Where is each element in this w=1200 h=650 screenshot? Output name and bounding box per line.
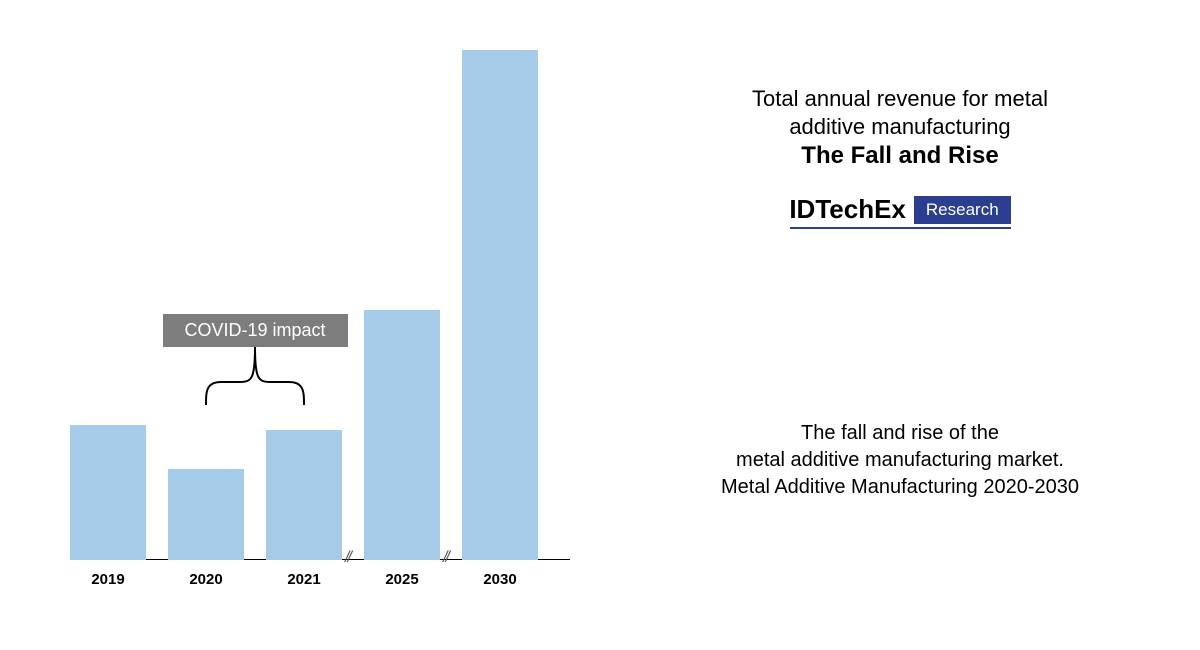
chart-panel: 2019 2020 2021 2025 2030 // // COVID-19 impact — [0, 0, 600, 650]
caption-line-2: metal additive manufacturing market. — [600, 447, 1200, 474]
bracket-icon — [186, 345, 324, 410]
caption-line-3: Metal Additive Manufacturing 2020-2030 — [600, 474, 1200, 501]
x-label-2021: 2021 — [266, 571, 342, 588]
logo-underline — [790, 227, 1011, 229]
logo-block: IDTechEx Research — [789, 194, 1010, 229]
x-label-2025: 2025 — [364, 571, 440, 588]
text-panel: Total annual revenue for metal additive … — [600, 0, 1200, 650]
bar-2030 — [462, 50, 538, 560]
x-label-2020: 2020 — [168, 571, 244, 588]
annotation-label: COVID-19 impact — [163, 314, 348, 347]
bar-2021 — [266, 430, 342, 560]
title-line-2: additive manufacturing — [600, 113, 1200, 141]
title-emphasis: The Fall and Rise — [600, 142, 1200, 170]
x-label-2030: 2030 — [462, 571, 538, 588]
page-root: 20192020202120252030////COVID-19 impact … — [0, 0, 1200, 650]
bar-2025 — [364, 310, 440, 560]
bar-2020 — [168, 469, 244, 560]
caption-line-1: The fall and rise of the — [600, 420, 1200, 447]
x-label-2019: 2019 — [70, 571, 146, 588]
axis-break-icon: // — [443, 549, 448, 567]
caption-block: The fall and rise of the metal additive … — [600, 420, 1200, 501]
axis-break-icon: // — [345, 549, 350, 567]
bar-2019 — [70, 425, 146, 560]
title-line-1: Total annual revenue for metal — [600, 85, 1200, 113]
plot-area: 20192020202120252030////COVID-19 impact — [70, 40, 570, 560]
logo-badge: Research — [914, 196, 1011, 224]
logo-row: IDTechEx Research — [789, 194, 1010, 225]
title-block: Total annual revenue for metal additive … — [600, 85, 1200, 229]
logo-brand: IDTechEx — [789, 194, 906, 225]
